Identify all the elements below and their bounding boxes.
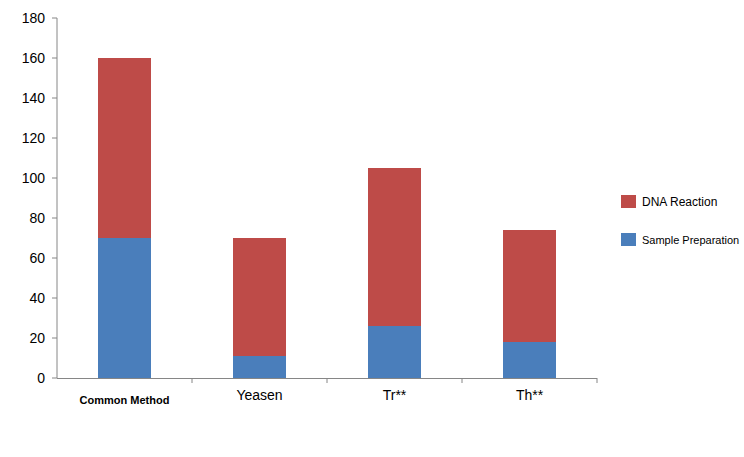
bar xyxy=(503,342,556,378)
y-tick-label: 80 xyxy=(29,210,45,226)
y-tick-label: 60 xyxy=(29,250,45,266)
x-tick xyxy=(462,378,463,383)
y-tick xyxy=(52,378,57,379)
bar xyxy=(233,238,286,356)
category-label: Tr** xyxy=(383,387,407,403)
y-tick xyxy=(52,258,57,259)
x-tick xyxy=(327,378,328,383)
y-tick-label: 140 xyxy=(22,90,46,106)
y-tick-label: 0 xyxy=(37,370,45,386)
legend-label: Sample Preparation xyxy=(642,234,739,246)
y-tick-label: 160 xyxy=(22,50,46,66)
bar xyxy=(368,168,421,326)
y-tick xyxy=(52,98,57,99)
bar xyxy=(368,326,421,378)
y-tick xyxy=(52,138,57,139)
y-tick-label: 20 xyxy=(29,330,45,346)
bar xyxy=(98,238,151,378)
y-tick-label: 40 xyxy=(29,290,45,306)
y-axis xyxy=(57,18,58,378)
legend-swatch xyxy=(621,233,636,246)
y-tick xyxy=(52,18,57,19)
legend-swatch xyxy=(621,195,636,208)
legend-label: DNA Reaction xyxy=(642,195,717,209)
y-tick xyxy=(52,298,57,299)
y-tick-label: 100 xyxy=(22,170,46,186)
y-tick-label: 180 xyxy=(22,10,46,26)
category-label: Common Method xyxy=(80,394,170,406)
bar xyxy=(503,230,556,342)
y-tick xyxy=(52,58,57,59)
y-tick-label: 120 xyxy=(22,130,46,146)
y-tick xyxy=(52,218,57,219)
bar xyxy=(233,356,286,378)
bars xyxy=(98,58,556,378)
bar xyxy=(98,58,151,238)
x-tick xyxy=(192,378,193,383)
category-label: Yeasen xyxy=(236,387,282,403)
y-tick xyxy=(52,338,57,339)
x-tick xyxy=(597,378,598,383)
category-label: Th** xyxy=(516,387,544,403)
chart: 0 20 40 60 80 100 120 140 160 180 Common Method Yea… xyxy=(0,0,744,457)
y-tick xyxy=(52,178,57,179)
